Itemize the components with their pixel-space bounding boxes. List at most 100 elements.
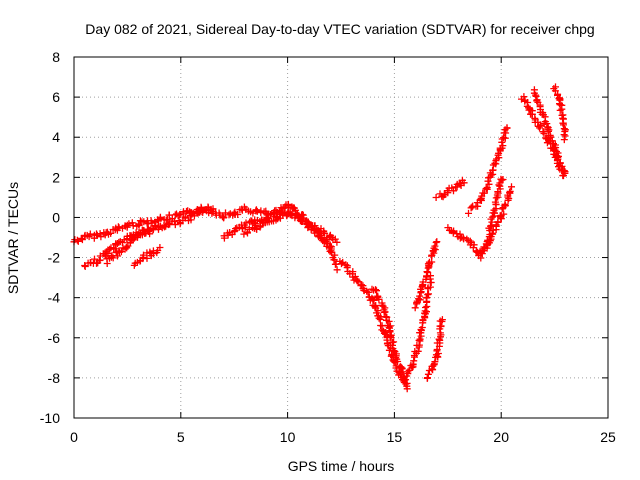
data-point <box>375 295 383 303</box>
data-point <box>554 153 562 161</box>
data-point <box>432 239 440 246</box>
grid <box>74 57 608 418</box>
series-trace-4 <box>130 244 164 269</box>
data-point <box>520 93 528 101</box>
data-point <box>220 234 228 242</box>
series-trace-8 <box>368 285 411 393</box>
data-point <box>295 212 303 220</box>
data-point <box>136 217 144 225</box>
data-point <box>252 225 260 233</box>
data-point <box>96 230 104 238</box>
data-point <box>548 137 556 145</box>
data-point <box>498 135 506 143</box>
data-point <box>528 110 536 118</box>
data-point <box>431 242 439 250</box>
data-point <box>74 237 82 245</box>
y-tick-label: -4 <box>48 290 61 306</box>
data-point <box>552 144 560 152</box>
data-point <box>306 221 313 228</box>
data-point <box>417 327 425 334</box>
x-tick-label: 5 <box>177 429 185 445</box>
data-point <box>494 218 502 226</box>
data-point <box>170 217 178 225</box>
data-point <box>261 219 269 227</box>
data-point <box>545 127 552 135</box>
data-point <box>381 308 389 316</box>
y-tick-label: -6 <box>48 330 61 346</box>
data-point <box>505 195 513 202</box>
data-point <box>123 221 131 229</box>
data-point <box>404 368 412 376</box>
data-point <box>372 286 380 294</box>
data-point <box>322 237 330 245</box>
data-point <box>437 322 445 330</box>
data-point <box>433 347 441 355</box>
data-point <box>252 206 260 214</box>
data-point <box>489 230 497 238</box>
data-point <box>209 205 217 213</box>
data-point <box>117 248 125 256</box>
data-point <box>484 240 492 248</box>
data-point <box>262 207 270 215</box>
data-point <box>438 316 446 324</box>
data-point <box>508 183 515 191</box>
data-point <box>296 213 303 221</box>
data-point <box>86 230 94 238</box>
data-point <box>375 314 383 322</box>
data-point <box>486 237 494 245</box>
data-point <box>156 244 164 251</box>
data-point <box>556 106 564 114</box>
y-tick-label: 8 <box>52 49 60 65</box>
series-trace-13 <box>432 176 468 201</box>
x-axis-label: GPS time / hours <box>288 458 395 474</box>
data-point <box>424 370 432 378</box>
data-point <box>242 219 250 227</box>
data-point <box>428 258 436 266</box>
data-point <box>241 223 249 231</box>
chart-title: Day 082 of 2021, Sidereal Day-to-day VTE… <box>85 21 594 37</box>
data-point <box>500 210 508 218</box>
data-point <box>506 187 514 195</box>
data-point <box>414 347 422 355</box>
data-point <box>487 235 495 243</box>
data-point <box>220 213 228 221</box>
data-point <box>465 209 472 217</box>
data-point <box>431 358 439 366</box>
data-point <box>425 290 432 298</box>
series-trace-15 <box>475 183 515 262</box>
data-point <box>432 194 440 201</box>
data-point <box>331 235 339 243</box>
data-point <box>359 282 367 290</box>
data-point <box>561 126 569 134</box>
series-trace-18 <box>550 83 569 144</box>
y-tick-label: 0 <box>52 209 60 225</box>
data-point <box>187 216 195 224</box>
y-tick-label: -8 <box>48 370 61 386</box>
data-point <box>410 357 418 365</box>
data-point <box>503 124 511 132</box>
data-point <box>489 166 497 174</box>
data-point <box>264 214 272 222</box>
data-point <box>156 213 164 221</box>
y-tick-label: 4 <box>52 129 60 145</box>
data-point <box>323 238 331 246</box>
data-point <box>327 245 335 253</box>
data-point <box>453 180 461 188</box>
data-point <box>330 256 338 264</box>
data-point <box>353 277 361 285</box>
data-point <box>272 214 280 221</box>
data-point <box>416 335 424 343</box>
data-point <box>387 334 395 341</box>
data-point <box>485 180 493 188</box>
y-tick-label: 2 <box>52 169 60 185</box>
data-point <box>91 255 98 263</box>
data-point <box>257 222 265 230</box>
series-trace-3 <box>103 222 163 267</box>
data-point <box>424 291 432 299</box>
data-point <box>232 225 239 233</box>
y-tick-label: -2 <box>48 250 61 266</box>
data-point <box>411 304 419 312</box>
data-point <box>140 218 148 226</box>
tick-labels: 0 5 10 15 20 25 -10 -8 -6 -4 -2 0 2 4 6 8 <box>40 49 616 445</box>
data-point <box>403 385 411 393</box>
